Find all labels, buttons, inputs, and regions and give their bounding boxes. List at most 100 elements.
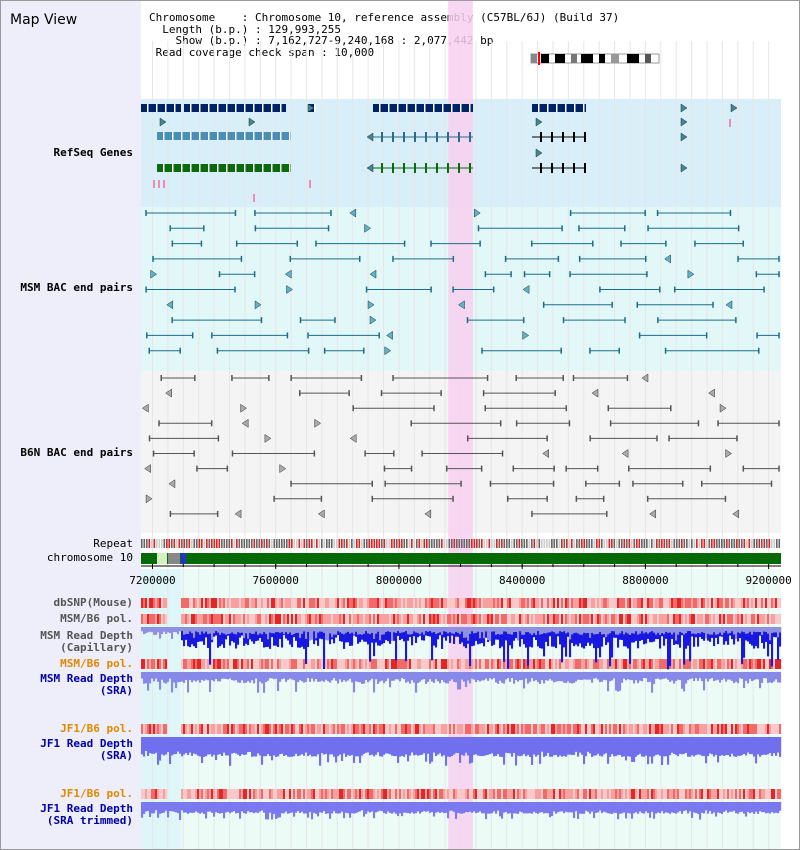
msm-pol-capillary-strip (473, 614, 476, 624)
msm-bac-arrow[interactable] (522, 285, 530, 294)
msm-pol-capillary-strip (471, 614, 474, 624)
msm-bac-arrow[interactable] (522, 330, 530, 340)
msm-bac-arrow[interactable] (458, 300, 465, 310)
jf1-pol-strip (313, 724, 316, 734)
refseq-pink-mark[interactable] (163, 180, 165, 188)
refseq-arrow[interactable] (535, 117, 543, 127)
msm-bac-arrow[interactable] (725, 300, 733, 310)
msm-bac-arrow[interactable] (687, 269, 695, 279)
msm-bac-arrow[interactable] (369, 315, 377, 325)
refseq-gene[interactable] (141, 104, 181, 112)
jf1-depth-trimmed-bar (447, 802, 450, 819)
b6n-bac-arrow[interactable] (621, 449, 629, 458)
msm-bac-arrow[interactable] (349, 208, 357, 218)
b6n-bac-arrow[interactable] (708, 388, 715, 398)
chromosome-bar[interactable] (141, 553, 781, 564)
jf1-pol-strip (621, 724, 624, 734)
msm-bac-arrow[interactable] (367, 300, 375, 310)
repeat-mark (346, 539, 348, 548)
b6n-bac-arrow[interactable] (234, 509, 242, 519)
ideogram-position-marker[interactable] (538, 52, 540, 65)
dbsnp-strip (379, 598, 382, 608)
msm-depth-sra-bar (423, 672, 426, 680)
msm-bac-arrow[interactable] (166, 300, 174, 310)
refseq-pink-mark[interactable] (309, 180, 311, 188)
b6n-bac-arrow[interactable] (314, 418, 322, 428)
msm-bac-arrow[interactable] (369, 269, 377, 279)
msm-pol-capillary-strip (209, 614, 212, 624)
refseq-track-label[interactable]: RefSeq Genes (53, 146, 133, 159)
refseq-arrow[interactable] (680, 103, 688, 113)
b6n-bac-arrow[interactable] (279, 464, 287, 474)
refseq-arrow[interactable] (535, 148, 543, 158)
msm-depth-sra-bar (415, 672, 418, 693)
b6n-bac-arrow[interactable] (349, 433, 357, 443)
b6n-bac-arrow[interactable] (719, 403, 727, 413)
msm-bac-arrow[interactable] (254, 300, 262, 310)
refseq-gene[interactable] (157, 132, 291, 140)
msm-bac-track-label[interactable]: MSM BAC end pairs (20, 281, 133, 294)
b6n-bac-arrow[interactable] (165, 388, 172, 398)
jf1-pol-trimmed-strip (201, 789, 204, 799)
repeat-mark (601, 539, 603, 548)
highlight-region[interactable] (448, 1, 473, 849)
msm-bac-arrow[interactable] (386, 330, 393, 340)
repeat-mark (541, 539, 543, 548)
refseq-arrow[interactable] (248, 117, 256, 127)
b6n-bac-arrow[interactable] (424, 509, 432, 519)
jf1-depth-bar (495, 737, 498, 752)
msm-depth-sra-bar (251, 672, 254, 681)
b6n-bac-arrow[interactable] (542, 449, 550, 458)
msm-depth-capillary-bar (457, 627, 460, 633)
b6n-bac-arrow[interactable] (141, 403, 149, 413)
msm-bac-arrow[interactable] (474, 208, 481, 218)
refseq-pink-mark[interactable] (158, 180, 160, 188)
b6n-bac-arrow[interactable] (145, 494, 153, 504)
jf1-pol-strip (615, 724, 618, 734)
b6n-bac-arrow[interactable] (241, 418, 249, 428)
refseq-arrow[interactable] (680, 132, 688, 142)
jf1-depth-trimmed-bar (477, 802, 480, 811)
msm-depth-capillary-bar (387, 627, 390, 632)
gene-exon (392, 132, 394, 142)
msm-bac-arrow[interactable] (384, 346, 392, 356)
b6n-bac-arrow[interactable] (641, 373, 649, 383)
b6n-bac-arrow[interactable] (240, 403, 248, 413)
refseq-pink-mark[interactable] (729, 119, 731, 127)
msm-bac-arrow[interactable] (150, 269, 158, 279)
dbsnp-strip (165, 598, 168, 608)
b6n-bac-arrow[interactable] (732, 509, 740, 519)
jf1-depth-bar (165, 737, 168, 755)
refseq-gene[interactable] (157, 164, 291, 172)
dbsnp-strip (235, 598, 238, 608)
dbsnp-strip (217, 598, 220, 608)
msm-bac-arrow[interactable] (364, 223, 371, 233)
dbsnp-strip (255, 598, 258, 608)
refseq-gene[interactable] (532, 104, 586, 112)
b6n-bac-arrow[interactable] (591, 388, 599, 398)
msm-pol-sra-strip (629, 659, 632, 669)
b6n-bac-arrow[interactable] (725, 449, 733, 458)
b6n-bac-arrow[interactable] (649, 509, 656, 519)
msm-bac-arrow[interactable] (286, 285, 293, 294)
b6n-bac-arrow[interactable] (168, 479, 176, 489)
refseq-arrow[interactable] (680, 163, 688, 173)
refseq-arrow[interactable] (730, 103, 738, 113)
msm-depth-sra-bar (473, 672, 476, 680)
refseq-arrow[interactable] (159, 117, 167, 127)
msm-depth-capillary-bar (403, 627, 406, 642)
jf1-pol-trimmed-strip (739, 789, 742, 799)
refseq-pink-mark[interactable] (153, 180, 155, 188)
b6n-bac-arrow[interactable] (264, 433, 272, 443)
b6n-bac-arrow[interactable] (144, 464, 151, 474)
refseq-pink-mark[interactable] (253, 194, 255, 202)
b6n-bac-track-label[interactable]: B6N BAC end pairs (20, 446, 133, 459)
refseq-arrow[interactable] (680, 117, 688, 127)
refseq-gene[interactable] (373, 104, 473, 112)
msm-bac-arrow[interactable] (284, 269, 292, 279)
jf1-depth-trimmed-bar (305, 802, 308, 814)
refseq-arrow[interactable] (307, 103, 315, 113)
b6n-bac-arrow[interactable] (317, 509, 325, 519)
msm-bac-arrow[interactable] (664, 254, 671, 264)
